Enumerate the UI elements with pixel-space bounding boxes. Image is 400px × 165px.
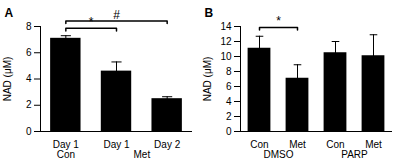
- svg-text:Met: Met: [289, 138, 306, 150]
- svg-text:Met: Met: [365, 138, 382, 150]
- svg-text:*: *: [276, 14, 281, 28]
- svg-text:Met: Met: [133, 149, 150, 160]
- svg-text:4: 4: [26, 73, 32, 84]
- svg-text:Con: Con: [57, 149, 75, 160]
- svg-text:12: 12: [220, 36, 232, 47]
- svg-text:B: B: [205, 6, 214, 20]
- svg-text:14: 14: [220, 21, 232, 32]
- svg-text:DMSO: DMSO: [264, 149, 294, 160]
- svg-text:4: 4: [226, 96, 232, 107]
- svg-text:PARP: PARP: [341, 149, 368, 160]
- svg-text:2: 2: [226, 111, 232, 122]
- svg-text:NAD (μM): NAD (μM): [2, 57, 13, 102]
- svg-text:0: 0: [26, 126, 32, 137]
- svg-text:8: 8: [226, 66, 232, 77]
- svg-text:2: 2: [26, 99, 32, 110]
- svg-text:Day 1: Day 1: [103, 139, 130, 150]
- svg-text:A: A: [5, 6, 14, 20]
- svg-text:Con: Con: [250, 138, 269, 150]
- svg-text:NAD (μM): NAD (μM): [202, 57, 213, 102]
- svg-text:Day 1: Day 1: [52, 138, 79, 150]
- svg-text:#: #: [113, 8, 120, 22]
- svg-text:Day 2: Day 2: [154, 139, 181, 150]
- svg-text:*: *: [89, 15, 94, 29]
- svg-text:10: 10: [220, 51, 232, 62]
- svg-text:0: 0: [226, 126, 232, 137]
- svg-text:6: 6: [26, 47, 32, 58]
- svg-text:8: 8: [26, 21, 32, 32]
- svg-text:6: 6: [226, 81, 232, 92]
- svg-text:Con: Con: [326, 138, 345, 150]
